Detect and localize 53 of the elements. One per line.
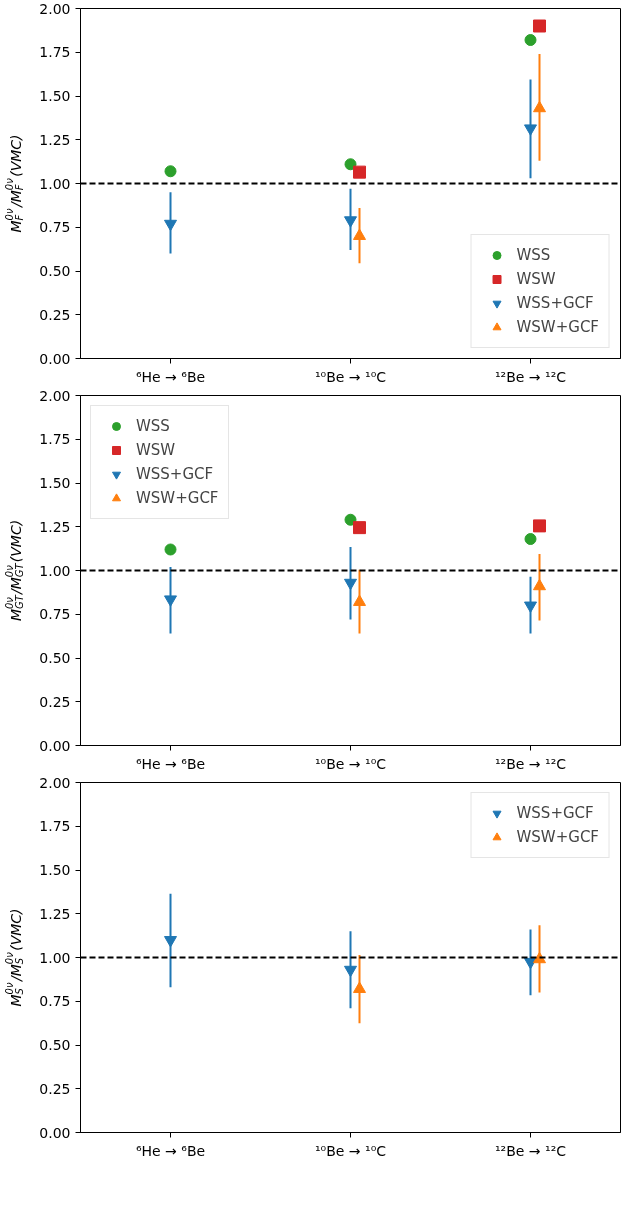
- legend-label: WSW+GCF: [516, 828, 599, 846]
- y-axis-title: MGT0ν/MGT0ν(VMC): [4, 519, 25, 622]
- legend-label: WSS+GCF: [516, 294, 594, 312]
- y-tick-label: 1.00: [39, 562, 71, 579]
- y-tick-label: 2.00: [39, 387, 71, 404]
- y-tick-label: 1.50: [39, 862, 71, 878]
- legend-label: WSS: [516, 246, 551, 264]
- y-tick-label: 1.25: [39, 131, 71, 148]
- y-tick-label: 1.75: [39, 431, 71, 448]
- x-tick-label: ¹⁰Be → ¹⁰C: [314, 368, 387, 385]
- x-tick-label: ¹²Be → ¹²C: [494, 368, 567, 385]
- legend-label: WSW: [516, 270, 556, 288]
- point: [344, 216, 357, 228]
- y-tick-label: 0.50: [39, 650, 71, 666]
- legend-label: WSW+GCF: [516, 318, 599, 336]
- point: [524, 124, 537, 136]
- y-tick-label: 1.50: [39, 88, 71, 104]
- y-tick-label: 2.00: [39, 774, 71, 791]
- point: [164, 165, 177, 178]
- y-tick-label: 0.50: [39, 263, 71, 279]
- x-tick-label: ¹²Be → ¹²C: [494, 1142, 567, 1159]
- legend-label: WSS+GCF: [136, 465, 214, 483]
- legend-label: WSW: [136, 441, 176, 459]
- x-tick-label: ⁶He → ⁶Be: [135, 1142, 206, 1159]
- y-tick-label: 1.50: [39, 475, 71, 491]
- y-tick-label: 0.00: [39, 737, 71, 754]
- y-tick-label: 1.75: [39, 44, 71, 61]
- y-tick-label: 0.00: [39, 350, 71, 367]
- y-tick-label: 1.00: [39, 175, 71, 192]
- y-tick-label: 0.75: [39, 219, 71, 236]
- x-tick-label: ¹²Be → ¹²C: [494, 755, 567, 772]
- y-tick-label: 0.50: [39, 1037, 71, 1053]
- y-tick-label: 1.25: [39, 905, 71, 922]
- point: [164, 219, 177, 232]
- y-tick-label: 1.25: [39, 518, 71, 535]
- y-tick-label: 1.75: [39, 818, 71, 835]
- x-tick-label: ¹⁰Be → ¹⁰C: [314, 755, 387, 772]
- point: [524, 34, 537, 46]
- y-tick-label: 2.00: [39, 0, 71, 17]
- y-tick-label: 0.00: [39, 1124, 71, 1141]
- point: [344, 158, 357, 171]
- x-tick-label: ¹⁰Be → ¹⁰C: [314, 1142, 387, 1159]
- y-tick-label: 1.00: [39, 949, 71, 966]
- x-tick-label: ⁶He → ⁶Be: [135, 755, 206, 772]
- y-tick-label: 0.75: [39, 606, 71, 623]
- legend-label: WSS: [136, 417, 170, 435]
- y-tick-label: 0.75: [39, 993, 71, 1010]
- x-tick-label: ⁶He → ⁶Be: [135, 368, 206, 385]
- legend-label: WSS+GCF: [516, 804, 594, 822]
- y-tick-label: 0.25: [39, 1080, 71, 1097]
- legend-label: WSW+GCF: [136, 489, 219, 507]
- y-tick-label: 0.25: [39, 693, 71, 710]
- y-tick-label: 0.25: [39, 306, 71, 323]
